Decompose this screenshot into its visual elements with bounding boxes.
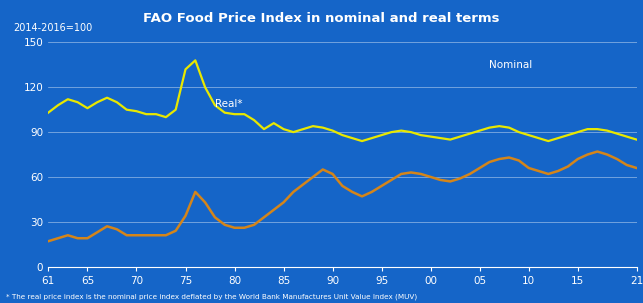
Text: FAO Food Price Index in nominal and real terms: FAO Food Price Index in nominal and real… [143,12,500,25]
Text: Real*: Real* [215,99,242,109]
Text: Nominal: Nominal [489,60,533,70]
Text: 2014-2016=100: 2014-2016=100 [13,23,92,33]
Text: * The real price index is the nominal price index deflated by the World Bank Man: * The real price index is the nominal pr… [6,294,417,300]
